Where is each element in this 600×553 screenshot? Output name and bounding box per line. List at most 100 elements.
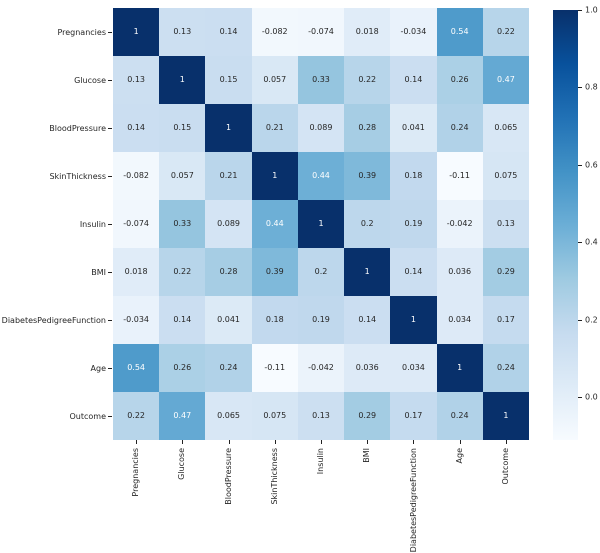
y-axis-tick xyxy=(108,80,112,81)
heatmap-cell-Pregnancies-Outcome: 0.22 xyxy=(482,8,529,56)
heatmap-cell-Age-BloodPressure: 0.24 xyxy=(205,344,252,392)
heatmap-cell-BloodPressure-BMI: 0.28 xyxy=(344,104,391,152)
x-tick-label-Insulin: Insulin xyxy=(316,448,326,475)
y-axis-tick xyxy=(108,32,112,33)
heatmap-cell-BMI-Age: 0.036 xyxy=(436,248,483,296)
y-axis-tick xyxy=(108,320,112,321)
heatmap-cell-Age-SkinThickness: -0.11 xyxy=(251,344,298,392)
y-tick-label-Glucose: Glucose xyxy=(74,75,106,85)
x-tick-label-Glucose: Glucose xyxy=(177,448,187,480)
heatmap-cell-BMI-Pregnancies: 0.018 xyxy=(113,248,160,296)
heatmap-cell-Insulin-Age: -0.042 xyxy=(436,200,483,248)
colorbar-tick-label: 0.8 xyxy=(585,82,598,92)
heatmap-cell-BloodPressure-Glucose: 0.15 xyxy=(159,104,206,152)
heatmap-cell-BMI-BMI: 1 xyxy=(344,248,391,296)
heatmap-cell-SkinThickness-Age: -0.11 xyxy=(436,152,483,200)
heatmap-cell-SkinThickness-Insulin: 0.44 xyxy=(297,152,345,200)
heatmap-cell-Pregnancies-DiabetesPedigreeFunction: -0.034 xyxy=(390,8,437,56)
y-axis-tick xyxy=(108,224,112,225)
heatmap-cell-DiabetesPedigreeFunction-Outcome: 0.17 xyxy=(482,296,529,344)
x-axis-tick xyxy=(274,440,276,444)
heatmap-cell-SkinThickness-DiabetesPedigreeFunction: 0.18 xyxy=(390,152,437,200)
heatmap-cell-Outcome-BloodPressure: 0.065 xyxy=(205,392,252,440)
heatmap-cell-Glucose-BloodPressure: 0.15 xyxy=(205,56,252,104)
colorbar-tick xyxy=(578,242,582,244)
heatmap-cell-BloodPressure-SkinThickness: 0.21 xyxy=(251,104,298,152)
y-tick-label-Insulin: Insulin xyxy=(79,219,106,229)
x-axis-tick xyxy=(182,440,184,444)
heatmap-cell-Age-Pregnancies: 0.54 xyxy=(113,344,160,392)
x-tick-label-BloodPressure: BloodPressure xyxy=(223,448,233,505)
heatmap-cell-BMI-Insulin: 0.2 xyxy=(297,248,345,296)
heatmap-cell-Pregnancies-BloodPressure: 0.14 xyxy=(205,8,252,56)
heatmap-cell-Glucose-Glucose: 1 xyxy=(159,56,206,104)
x-tick-label-Pregnancies: Pregnancies xyxy=(131,448,141,497)
heatmap-cell-Glucose-SkinThickness: 0.057 xyxy=(251,56,298,104)
heatmap-grid: 1 0.13 0.14 -0.082 -0.074 0.018 -0.034 0.54 0.22… xyxy=(113,8,529,440)
colorbar-tick-label: 0.0 xyxy=(585,392,598,402)
heatmap-cell-BloodPressure-Pregnancies: 0.14 xyxy=(113,104,160,152)
heatmap-cell-SkinThickness-Outcome: 0.075 xyxy=(482,152,529,200)
heatmap-cell-DiabetesPedigreeFunction-Pregnancies: -0.034 xyxy=(113,296,160,344)
heatmap-cell-Age-DiabetesPedigreeFunction: 0.034 xyxy=(390,344,437,392)
heatmap-cell-Insulin-Insulin: 1 xyxy=(297,200,345,248)
y-tick-label-BMI: BMI xyxy=(91,267,106,277)
x-tick-label-SkinThickness: SkinThickness xyxy=(269,448,279,505)
heatmap-cell-Pregnancies-Glucose: 0.13 xyxy=(159,8,206,56)
x-tick-label-Outcome: Outcome xyxy=(500,448,510,485)
colorbar-tick xyxy=(578,87,582,89)
heatmap-cell-Outcome-Insulin: 0.13 xyxy=(297,392,345,440)
x-axis-tick xyxy=(413,440,415,444)
colorbar-tick-label: 0.6 xyxy=(585,160,598,170)
heatmap-cell-SkinThickness-Pregnancies: -0.082 xyxy=(113,152,160,200)
x-axis-tick xyxy=(321,440,322,444)
heatmap-cell-BloodPressure-BloodPressure: 1 xyxy=(205,104,252,152)
x-tick-label-Age: Age xyxy=(454,448,464,464)
heatmap-cell-Insulin-Glucose: 0.33 xyxy=(159,200,206,248)
heatmap-cell-Glucose-DiabetesPedigreeFunction: 0.14 xyxy=(390,56,437,104)
heatmap-cell-Outcome-DiabetesPedigreeFunction: 0.17 xyxy=(390,392,437,440)
y-tick-label-BloodPressure: BloodPressure xyxy=(49,123,106,133)
heatmap-cell-Outcome-Pregnancies: 0.22 xyxy=(113,392,160,440)
heatmap-cell-Outcome-Outcome: 1 xyxy=(482,392,529,440)
x-axis-tick xyxy=(505,440,507,444)
heatmap-cell-DiabetesPedigreeFunction-Age: 0.034 xyxy=(436,296,483,344)
heatmap-cell-BMI-SkinThickness: 0.39 xyxy=(251,248,298,296)
heatmap-cell-DiabetesPedigreeFunction-Glucose: 0.14 xyxy=(159,296,206,344)
heatmap-cell-Glucose-Pregnancies: 0.13 xyxy=(113,56,160,104)
x-tick-label-BMI: BMI xyxy=(362,448,372,463)
heatmap-cell-Age-Insulin: -0.042 xyxy=(297,344,345,392)
x-axis-tick xyxy=(228,440,230,444)
heatmap-cell-DiabetesPedigreeFunction-DiabetesPedigreeFunction: 1 xyxy=(390,296,437,344)
x-axis-tick xyxy=(459,440,461,444)
colorbar-tick xyxy=(578,164,582,166)
colorbar xyxy=(553,10,578,440)
y-axis-tick xyxy=(108,368,112,369)
colorbar-tick xyxy=(578,397,582,399)
heatmap-cell-Insulin-SkinThickness: 0.44 xyxy=(251,200,298,248)
colorbar-tick-label: 0.2 xyxy=(585,315,598,325)
heatmap-cell-BMI-DiabetesPedigreeFunction: 0.14 xyxy=(390,248,437,296)
colorbar-tick xyxy=(578,319,582,321)
heatmap-cell-Insulin-BMI: 0.2 xyxy=(344,200,391,248)
heatmap-cell-Insulin-DiabetesPedigreeFunction: 0.19 xyxy=(390,200,437,248)
y-axis-tick xyxy=(108,176,112,177)
heatmap-cell-BMI-BloodPressure: 0.28 xyxy=(205,248,252,296)
y-axis-tick xyxy=(108,272,112,273)
heatmap-cell-DiabetesPedigreeFunction-SkinThickness: 0.18 xyxy=(251,296,298,344)
heatmap-cell-Age-Outcome: 0.24 xyxy=(482,344,529,392)
heatmap-cell-Glucose-Age: 0.26 xyxy=(436,56,483,104)
heatmap-cell-Glucose-Insulin: 0.33 xyxy=(297,56,345,104)
heatmap-cell-BloodPressure-Age: 0.24 xyxy=(436,104,483,152)
heatmap-cell-Outcome-Glucose: 0.47 xyxy=(159,392,206,440)
x-axis-tick xyxy=(367,440,369,444)
y-tick-label-SkinThickness: SkinThickness xyxy=(49,171,106,181)
heatmap-cell-Insulin-Outcome: 0.13 xyxy=(482,200,529,248)
heatmap-cell-Insulin-Pregnancies: -0.074 xyxy=(113,200,160,248)
heatmap-cell-Age-BMI: 0.036 xyxy=(344,344,391,392)
heatmap-cell-BMI-Outcome: 0.29 xyxy=(482,248,529,296)
heatmap-cell-Pregnancies-Pregnancies: 1 xyxy=(113,8,160,56)
heatmap-cell-BMI-Glucose: 0.22 xyxy=(159,248,206,296)
heatmap-cell-Insulin-BloodPressure: 0.089 xyxy=(205,200,252,248)
